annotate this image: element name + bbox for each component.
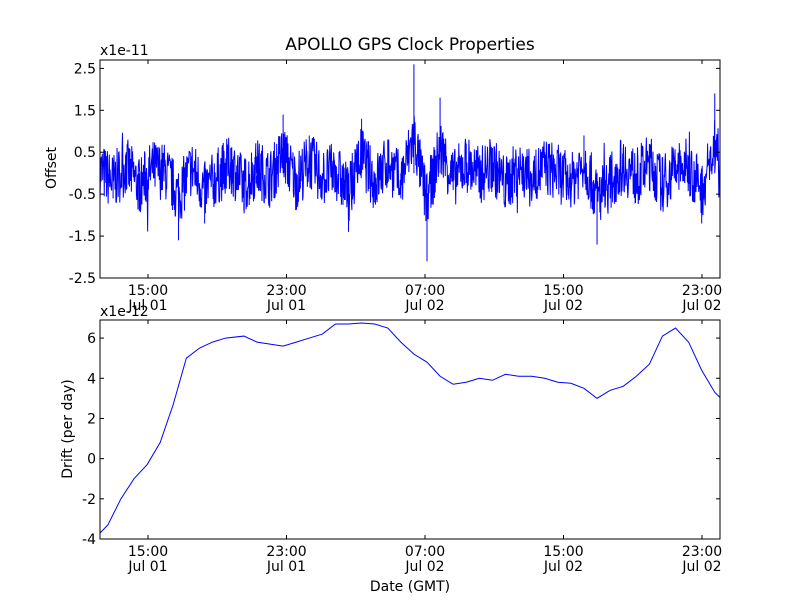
- offset-xtick-date: Jul 02: [681, 298, 721, 314]
- drift-ytick-label: 2: [87, 411, 96, 427]
- offset-xtick-date: Jul 01: [127, 298, 167, 314]
- drift-ytick-label: 0: [87, 452, 96, 468]
- offset-ytick-label: 2.5: [74, 61, 96, 77]
- drift-ytick-label: 4: [87, 371, 96, 387]
- drift-ytick-label: -2: [82, 492, 96, 508]
- chart-title: APOLLO GPS Clock Properties: [285, 35, 535, 55]
- drift-ytick-label: -4: [82, 532, 96, 548]
- drift-xtick-date: Jul 01: [127, 559, 167, 575]
- drift-panel: x1e-12 Drift (per day) -4-2024615:00Jul …: [60, 304, 722, 595]
- offset-plot-frame: [99, 59, 721, 279]
- drift-scale-label: x1e-12: [100, 304, 149, 320]
- offset-xtick-time: 07:00: [405, 283, 445, 299]
- drift-series-line: [99, 322, 721, 534]
- drift-xtick-date: Jul 02: [543, 559, 583, 575]
- offset-ytick-label: -1.5: [69, 229, 96, 245]
- offset-xtick-time: 15:00: [543, 283, 583, 299]
- offset-ytick-label: 1.5: [74, 103, 96, 119]
- drift-xtick-time: 15:00: [543, 544, 583, 560]
- drift-xtick-time: 15:00: [128, 544, 168, 560]
- drift-xlabel: Date (GMT): [370, 579, 450, 595]
- drift-xtick-date: Jul 02: [404, 559, 444, 575]
- drift-xtick-date: Jul 01: [266, 559, 306, 575]
- drift-xtick-time: 23:00: [266, 544, 306, 560]
- offset-ytick-label: 0.5: [74, 145, 96, 161]
- offset-scale-label: x1e-11: [100, 43, 149, 59]
- drift-ytick-label: 6: [87, 331, 96, 347]
- drift-xtick-date: Jul 02: [681, 559, 721, 575]
- offset-xtick-time: 23:00: [266, 283, 306, 299]
- offset-xtick-date: Jul 02: [404, 298, 444, 314]
- offset-series-line: [99, 64, 721, 262]
- drift-plot-frame: [99, 319, 721, 540]
- drift-xtick-time: 07:00: [405, 544, 445, 560]
- offset-panel: x1e-11 Offset -2.5 -1.5 -0.5 0.5 1.5 2.5 15:00…: [44, 43, 722, 314]
- offset-ylabel: Offset: [44, 146, 60, 189]
- offset-xtick-date: Jul 01: [266, 298, 306, 314]
- drift-xtick-time: 23:00: [682, 544, 722, 560]
- offset-xtick-time: 23:00: [682, 283, 722, 299]
- offset-xtick-time: 15:00: [128, 283, 168, 299]
- offset-ytick-label: -0.5: [69, 187, 96, 203]
- offset-xtick-date: Jul 02: [543, 298, 583, 314]
- drift-ylabel: Drift (per day): [60, 379, 76, 478]
- offset-ytick-label: -2.5: [69, 271, 96, 287]
